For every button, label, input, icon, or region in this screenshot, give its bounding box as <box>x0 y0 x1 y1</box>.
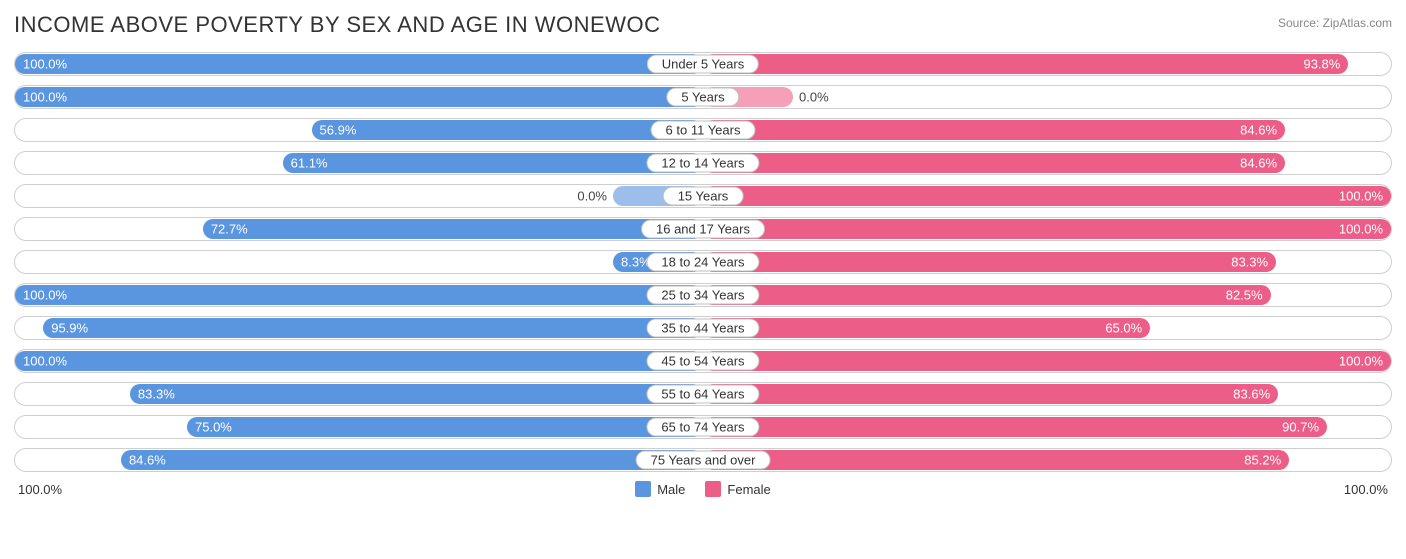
male-value-label: 0.0% <box>577 189 607 204</box>
chart-row: 61.1% 84.6% 12 to 14 Years <box>14 151 1392 175</box>
female-bar: 65.0% <box>703 318 1150 338</box>
female-value-label: 100.0% <box>1339 354 1383 369</box>
category-label: 6 to 11 Years <box>651 121 756 140</box>
chart-row: 100.0% 93.8% Under 5 Years <box>14 52 1392 76</box>
category-label: 75 Years and over <box>636 451 771 470</box>
female-value-label: 83.3% <box>1231 255 1268 270</box>
male-bar: 83.3% <box>130 384 703 404</box>
chart-title: INCOME ABOVE POVERTY BY SEX AND AGE IN W… <box>14 12 661 38</box>
category-label: 12 to 14 Years <box>646 154 759 173</box>
male-bar: 56.9% <box>312 120 703 140</box>
female-value-label: 100.0% <box>1339 222 1383 237</box>
chart-row: 8.3%83.3%18 to 24 Years <box>14 250 1392 274</box>
category-label: Under 5 Years <box>647 55 759 74</box>
female-bar: 90.7% <box>703 417 1327 437</box>
male-value-label: 72.7% <box>211 222 248 237</box>
female-bar: 83.6% <box>703 384 1278 404</box>
male-bar: 75.0% <box>187 417 703 437</box>
female-value-label: 0.0% <box>799 90 829 105</box>
category-label: 18 to 24 Years <box>646 253 759 272</box>
legend-female: Female <box>705 481 770 497</box>
male-value-label: 84.6% <box>129 453 166 468</box>
female-value-label: 65.0% <box>1105 321 1142 336</box>
male-value-label: 100.0% <box>23 90 67 105</box>
female-bar: 84.6% <box>703 120 1285 140</box>
chart-row: 100.0% 82.5% 25 to 34 Years <box>14 283 1392 307</box>
female-swatch <box>705 481 721 497</box>
male-value-label: 100.0% <box>23 288 67 303</box>
male-swatch <box>635 481 651 497</box>
category-label: 45 to 54 Years <box>646 352 759 371</box>
chart-row: 100.0% 100.0% 45 to 54 Years <box>14 349 1392 373</box>
female-value-label: 85.2% <box>1244 453 1281 468</box>
male-value-label: 61.1% <box>291 156 328 171</box>
chart-row: 83.3% 83.6% 55 to 64 Years <box>14 382 1392 406</box>
legend-male: Male <box>635 481 685 497</box>
chart-row: 100.0% 0.0% 5 Years <box>14 85 1392 109</box>
category-label: 25 to 34 Years <box>646 286 759 305</box>
chart-row: 72.7% 100.0% 16 and 17 Years <box>14 217 1392 241</box>
female-value-label: 84.6% <box>1240 156 1277 171</box>
chart-row: 75.0% 90.7% 65 to 74 Years <box>14 415 1392 439</box>
male-bar: 100.0% <box>15 351 703 371</box>
chart-row: 0.0% 100.0% 15 Years <box>14 184 1392 208</box>
male-value-label: 95.9% <box>51 321 88 336</box>
legend-female-label: Female <box>727 482 770 497</box>
female-bar: 85.2% <box>703 450 1289 470</box>
category-label: 15 Years <box>663 187 744 206</box>
male-value-label: 75.0% <box>195 420 232 435</box>
female-value-label: 100.0% <box>1339 189 1383 204</box>
female-value-label: 83.6% <box>1233 387 1270 402</box>
female-value-label: 84.6% <box>1240 123 1277 138</box>
chart-row: 56.9% 84.6% 6 to 11 Years <box>14 118 1392 142</box>
female-bar: 83.3% <box>703 252 1276 272</box>
female-value-label: 90.7% <box>1282 420 1319 435</box>
category-label: 65 to 74 Years <box>646 418 759 437</box>
male-value-label: 56.9% <box>320 123 357 138</box>
female-bar: 82.5% <box>703 285 1271 305</box>
male-bar: 95.9% <box>43 318 703 338</box>
female-bar: 93.8% <box>703 54 1348 74</box>
male-bar: 61.1% <box>283 153 703 173</box>
male-value-label: 100.0% <box>23 354 67 369</box>
male-bar: 100.0% <box>15 87 703 107</box>
male-bar: 100.0% <box>15 285 703 305</box>
axis-right-label: 100.0% <box>1344 482 1388 497</box>
male-bar: 100.0% <box>15 54 703 74</box>
male-value-label: 83.3% <box>138 387 175 402</box>
female-bar: 100.0% <box>703 186 1391 206</box>
category-label: 55 to 64 Years <box>646 385 759 404</box>
male-value-label: 100.0% <box>23 57 67 72</box>
chart-row: 84.6% 85.2% 75 Years and over <box>14 448 1392 472</box>
legend-male-label: Male <box>657 482 685 497</box>
chart-row: 95.9% 65.0% 35 to 44 Years <box>14 316 1392 340</box>
legend: Male Female <box>635 481 771 497</box>
source-label: Source: ZipAtlas.com <box>1278 16 1392 30</box>
female-bar: 100.0% <box>703 351 1391 371</box>
male-bar: 72.7% <box>203 219 703 239</box>
butterfly-chart: 100.0% 93.8% Under 5 Years 100.0% 0.0% 5 Year… <box>14 52 1392 472</box>
female-value-label: 82.5% <box>1226 288 1263 303</box>
category-label: 5 Years <box>666 88 739 107</box>
female-value-label: 93.8% <box>1303 57 1340 72</box>
female-bar: 100.0% <box>703 219 1391 239</box>
female-bar: 84.6% <box>703 153 1285 173</box>
axis-left-label: 100.0% <box>18 482 62 497</box>
category-label: 16 and 17 Years <box>641 220 765 239</box>
category-label: 35 to 44 Years <box>646 319 759 338</box>
male-bar: 84.6% <box>121 450 703 470</box>
